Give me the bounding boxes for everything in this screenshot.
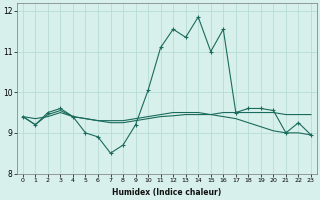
X-axis label: Humidex (Indice chaleur): Humidex (Indice chaleur)	[112, 188, 221, 197]
